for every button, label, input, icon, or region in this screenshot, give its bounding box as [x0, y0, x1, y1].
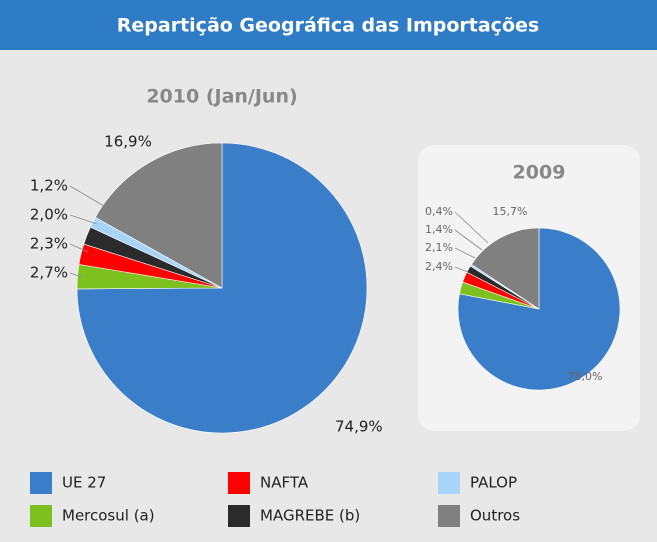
- data-label: 0,4%: [425, 205, 453, 218]
- legend-swatch: [30, 505, 52, 527]
- legend-swatch: [30, 472, 52, 494]
- data-label: 2,7%: [30, 264, 68, 282]
- page-title: Repartição Geográfica das Importações: [117, 15, 539, 37]
- chart-title: 2010 (Jan/Jun): [146, 86, 297, 108]
- data-label: 2,1%: [425, 241, 453, 254]
- leader-line: [69, 214, 98, 225]
- data-label: 74,9%: [335, 418, 383, 436]
- chart-title: 2009: [513, 162, 566, 184]
- data-label: 1,2%: [30, 177, 68, 195]
- data-label: 2,4%: [425, 260, 453, 273]
- legend-label: UE 27: [62, 474, 106, 492]
- leader-line: [454, 266, 469, 273]
- legend-label: NAFTA: [260, 474, 309, 492]
- legend-swatch: [438, 472, 460, 494]
- legend-label: Outros: [470, 507, 520, 525]
- leader-line: [69, 185, 105, 207]
- legend-label: PALOP: [470, 474, 517, 492]
- legend-swatch: [438, 505, 460, 527]
- legend-swatch: [228, 472, 250, 494]
- leader-line: [69, 272, 83, 278]
- data-label: 1,4%: [425, 223, 453, 236]
- legend-label: MAGREBE (b): [260, 507, 360, 525]
- pie-slice: [471, 227, 540, 310]
- data-label: 16,9%: [104, 133, 152, 151]
- pie-slice: [94, 142, 223, 289]
- data-label: 2,0%: [30, 206, 68, 224]
- legend-swatch: [228, 505, 250, 527]
- header-bar: [0, 0, 657, 50]
- legend-label: Mercosul (a): [62, 507, 155, 525]
- data-label: 78,0%: [568, 370, 603, 383]
- leader-line: [454, 247, 476, 259]
- data-label: 15,7%: [493, 205, 528, 218]
- leader-line: [69, 243, 89, 253]
- data-label: 2,3%: [30, 235, 68, 253]
- leader-line: [454, 229, 483, 251]
- leader-line: [454, 211, 489, 244]
